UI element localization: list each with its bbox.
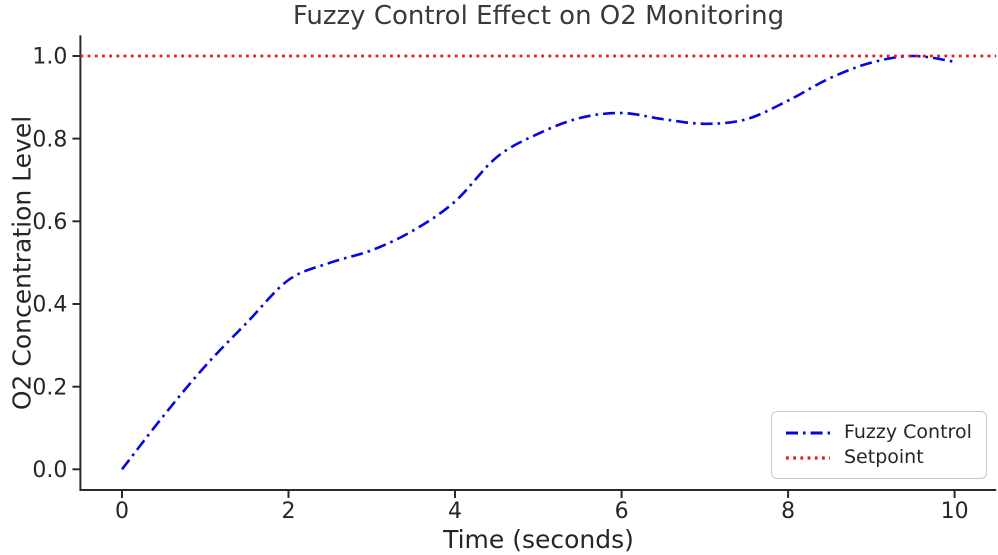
y-tick-label: 0.2: [32, 375, 67, 400]
y-tick-label: 0.0: [32, 458, 67, 483]
x-axis-label: Time (seconds): [443, 525, 634, 554]
setpoint-line-sample-icon: [786, 455, 830, 460]
legend-item-fuzzy-control: Fuzzy Control: [784, 423, 978, 442]
legend-label-fuzzy-control: Fuzzy Control: [844, 421, 972, 443]
legend-item-setpoint: Setpoint: [784, 448, 978, 467]
y-tick-label: 1.0: [32, 45, 67, 70]
y-tick-label: 0.8: [32, 127, 67, 152]
fuzzy-control-line: [120, 54, 955, 471]
y-axis-label: O2 Concentration Level: [7, 115, 37, 411]
x-tick-label: 8: [781, 499, 795, 524]
x-tick-label: 6: [615, 499, 629, 524]
fuzzy-control-line-sample-icon: [786, 431, 830, 434]
x-tick-label: 2: [282, 499, 296, 524]
legend-label-setpoint: Setpoint: [844, 446, 924, 468]
chart-title: Fuzzy Control Effect on O2 Monitoring: [292, 1, 785, 31]
x-tick-label: 10: [941, 499, 969, 524]
x-tick-label: 0: [115, 499, 129, 524]
y-tick-label: 0.4: [32, 293, 67, 318]
y-tick-label: 0.6: [32, 210, 67, 235]
x-tick-label: 4: [448, 499, 462, 524]
legend: Fuzzy Control Setpoint: [771, 411, 987, 479]
axes-spines: [79, 35, 997, 491]
